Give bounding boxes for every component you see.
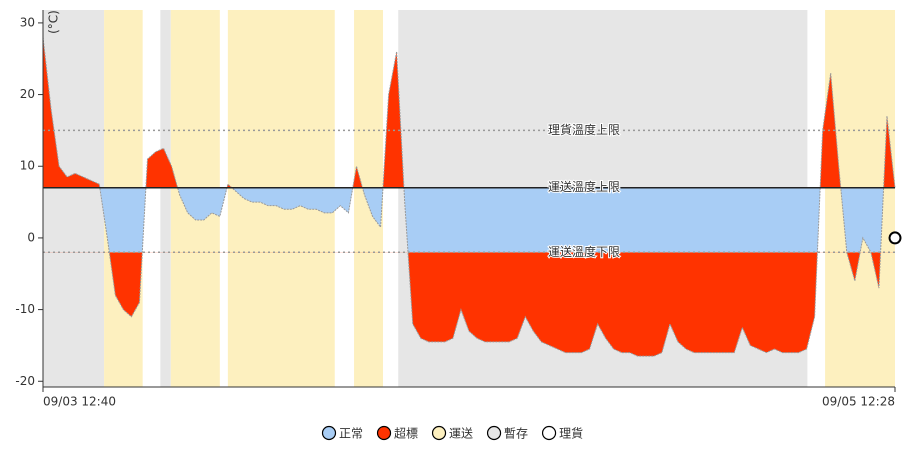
threshold-label: 理貨溫度上限 (548, 122, 620, 137)
area-normal (99, 187, 884, 253)
legend-swatch (431, 425, 447, 441)
x-tick-label: 09/03 12:40 (43, 395, 116, 409)
y-tick-label: 20 (20, 87, 35, 101)
legend-item[interactable]: 運送 (431, 425, 474, 441)
legend-item[interactable]: 理貨 (541, 425, 584, 441)
temp-line (42, 37, 896, 357)
legend-label: 理貨 (559, 426, 583, 441)
y-tick-label: 30 (20, 15, 35, 29)
legend-label: 暫存 (504, 426, 528, 441)
legend-swatch (376, 425, 392, 441)
legend-item[interactable]: 正常 (321, 425, 364, 441)
legend-label: 超標 (394, 426, 418, 441)
current-marker (888, 231, 902, 245)
legend-label: 正常 (339, 427, 363, 441)
legend-swatch (541, 425, 557, 441)
threshold-label: 運送溫度上限 (548, 179, 620, 194)
y-axis-label: (°C) (47, 10, 61, 34)
legend-swatch (486, 425, 502, 441)
threshold-label: 運送溫度下限 (548, 244, 620, 259)
y-tick-label: 0 (27, 230, 35, 244)
state-band (160, 10, 171, 387)
area-under (43, 252, 895, 357)
state-band (43, 10, 105, 387)
legend-item[interactable]: 超標 (376, 425, 419, 441)
y-tick-label: -20 (15, 374, 35, 388)
x-tick-label: 09/05 12:28 (822, 395, 895, 409)
legend-swatch (321, 425, 337, 441)
legend-item[interactable]: 暫存 (486, 425, 529, 441)
legend-label: 運送 (449, 426, 473, 441)
y-tick-label: 10 (20, 159, 35, 173)
y-tick-label: -10 (15, 302, 35, 316)
